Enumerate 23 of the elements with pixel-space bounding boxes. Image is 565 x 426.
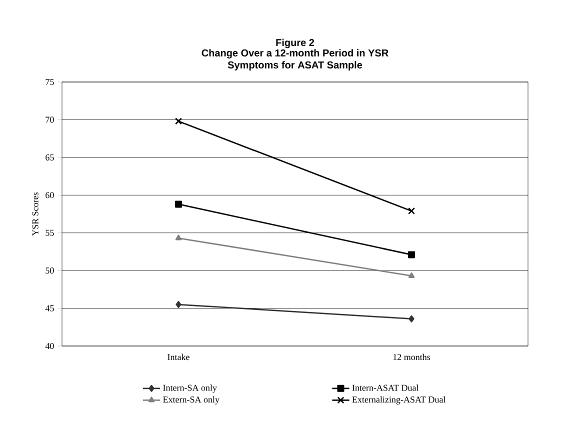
point — [408, 207, 416, 215]
y-tick-label: 60 — [46, 192, 54, 198]
chart-title: Figure 2 — [276, 38, 314, 48]
x-tick-label: Intake — [168, 354, 190, 360]
y-tick-label: 50 — [46, 268, 54, 274]
legend-label: Intern-ASAT Dual — [352, 384, 419, 391]
chart-subtitle: Change Over a 12-month Period in YSR Symptoms for ASAT Sample — [202, 49, 388, 70]
point — [176, 301, 182, 308]
x-tick-label: 12 months — [393, 354, 430, 360]
y-tick-label: 40 — [45, 342, 54, 350]
y-tick-label: 45 — [45, 305, 54, 312]
y-tick-label: 75 — [46, 79, 54, 85]
y-tick-label: 70 — [46, 116, 54, 123]
point — [408, 251, 415, 258]
legend-label: Externalizing-ASAT Dual — [352, 396, 446, 404]
legend-label: Extern-SA only — [163, 396, 220, 404]
point — [408, 315, 414, 322]
point — [175, 200, 182, 208]
point — [174, 118, 182, 125]
legend-label: Intern-SA only — [163, 384, 217, 393]
y-tick-label: 55 — [46, 230, 54, 236]
y-tick-label: 65 — [46, 154, 54, 160]
y-axis-title: YSR Scores — [32, 192, 38, 236]
